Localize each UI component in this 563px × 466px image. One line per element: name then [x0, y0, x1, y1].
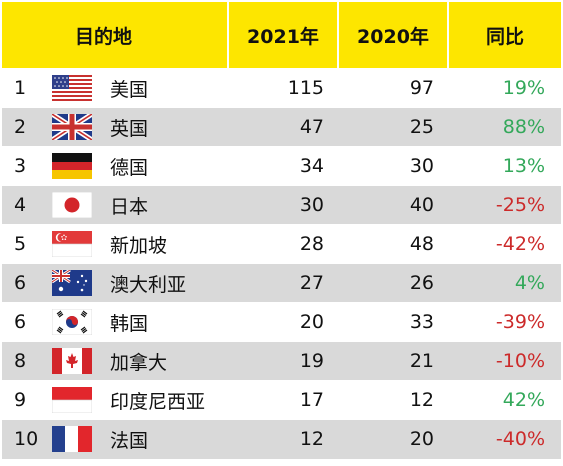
country-name: 澳大利亚: [106, 263, 228, 303]
yoy-change: 88%: [448, 107, 561, 147]
value-2020: 97: [338, 68, 448, 108]
header-2020: 2020年: [338, 2, 449, 69]
destination-ranking-table: 目的地 2021年 2020年 同比 1 美国 115 97 19% 2 英国 …: [2, 2, 561, 459]
header-row: 目的地 2021年 2020年 同比: [2, 2, 561, 69]
rank-cell: 10: [2, 419, 42, 459]
yoy-change: -40%: [448, 419, 561, 459]
table-body: 1 美国 115 97 19% 2 英国 47 25 88% 3 德国 34 3…: [2, 68, 561, 459]
rank-cell: 4: [2, 185, 42, 225]
value-2020: 20: [338, 419, 448, 459]
indonesia-flag-icon: [52, 387, 92, 413]
value-2021: 17: [228, 380, 338, 420]
value-2021: 12: [228, 419, 338, 459]
country-name: 新加坡: [106, 224, 228, 264]
country-name: 德国: [106, 146, 228, 186]
japan-flag-icon: [52, 192, 92, 218]
table-row: 6 韩国 20 33 -39%: [2, 302, 561, 342]
value-2020: 26: [338, 263, 448, 303]
germany-flag-icon: [52, 153, 92, 179]
header-yoy: 同比: [448, 2, 561, 69]
yoy-change: -25%: [448, 185, 561, 225]
value-2020: 30: [338, 146, 448, 186]
value-2021: 34: [228, 146, 338, 186]
country-name: 美国: [106, 68, 228, 108]
rank-cell: 3: [2, 146, 42, 186]
country-name: 法国: [106, 419, 228, 459]
table-header: 目的地 2021年 2020年 同比: [2, 2, 561, 69]
rank-cell: 9: [2, 380, 42, 420]
value-2020: 40: [338, 185, 448, 225]
table-row: 6 澳大利亚 27 26 4%: [2, 263, 561, 303]
table-row: 10 法国 12 20 -40%: [2, 419, 561, 459]
yoy-change: 42%: [448, 380, 561, 420]
uk-flag-icon: [52, 114, 92, 140]
table-row: 5 新加坡 28 48 -42%: [2, 224, 561, 264]
table-row: 1 美国 115 97 19%: [2, 68, 561, 108]
value-2020: 33: [338, 302, 448, 342]
yoy-change: 4%: [448, 263, 561, 303]
korea-flag-icon: [52, 309, 92, 335]
value-2020: 48: [338, 224, 448, 264]
value-2021: 115: [228, 68, 338, 108]
value-2020: 25: [338, 107, 448, 147]
header-destination: 目的地: [2, 2, 229, 69]
yoy-change: 13%: [448, 146, 561, 186]
header-2021: 2021年: [228, 2, 339, 69]
usa-flag-icon: [52, 75, 92, 101]
value-2020: 12: [338, 380, 448, 420]
value-2021: 27: [228, 263, 338, 303]
rank-cell: 6: [2, 263, 42, 303]
rank-cell: 6: [2, 302, 42, 342]
yoy-change: -10%: [448, 341, 561, 381]
table-row: 2 英国 47 25 88%: [2, 107, 561, 147]
country-name: 日本: [106, 185, 228, 225]
country-name: 印度尼西亚: [106, 380, 228, 420]
rank-cell: 1: [2, 68, 42, 108]
country-name: 英国: [106, 107, 228, 147]
rank-cell: 2: [2, 107, 42, 147]
value-2021: 28: [228, 224, 338, 264]
yoy-change: 19%: [448, 68, 561, 108]
rank-cell: 5: [2, 224, 42, 264]
yoy-change: -42%: [448, 224, 561, 264]
country-name: 加拿大: [106, 341, 228, 381]
table-row: 8 加拿大 19 21 -10%: [2, 341, 561, 381]
value-2021: 30: [228, 185, 338, 225]
australia-flag-icon: [52, 270, 92, 296]
france-flag-icon: [52, 426, 92, 453]
table-row: 9 印度尼西亚 17 12 42%: [2, 380, 561, 420]
value-2020: 21: [338, 341, 448, 381]
table-row: 3 德国 34 30 13%: [2, 146, 561, 186]
rank-cell: 8: [2, 341, 42, 381]
yoy-change: -39%: [448, 302, 561, 342]
singapore-flag-icon: [52, 231, 92, 257]
value-2021: 47: [228, 107, 338, 147]
value-2021: 19: [228, 341, 338, 381]
value-2021: 20: [228, 302, 338, 342]
country-name: 韩国: [106, 302, 228, 342]
canada-flag-icon: [52, 348, 92, 374]
table-row: 4 日本 30 40 -25%: [2, 185, 561, 225]
